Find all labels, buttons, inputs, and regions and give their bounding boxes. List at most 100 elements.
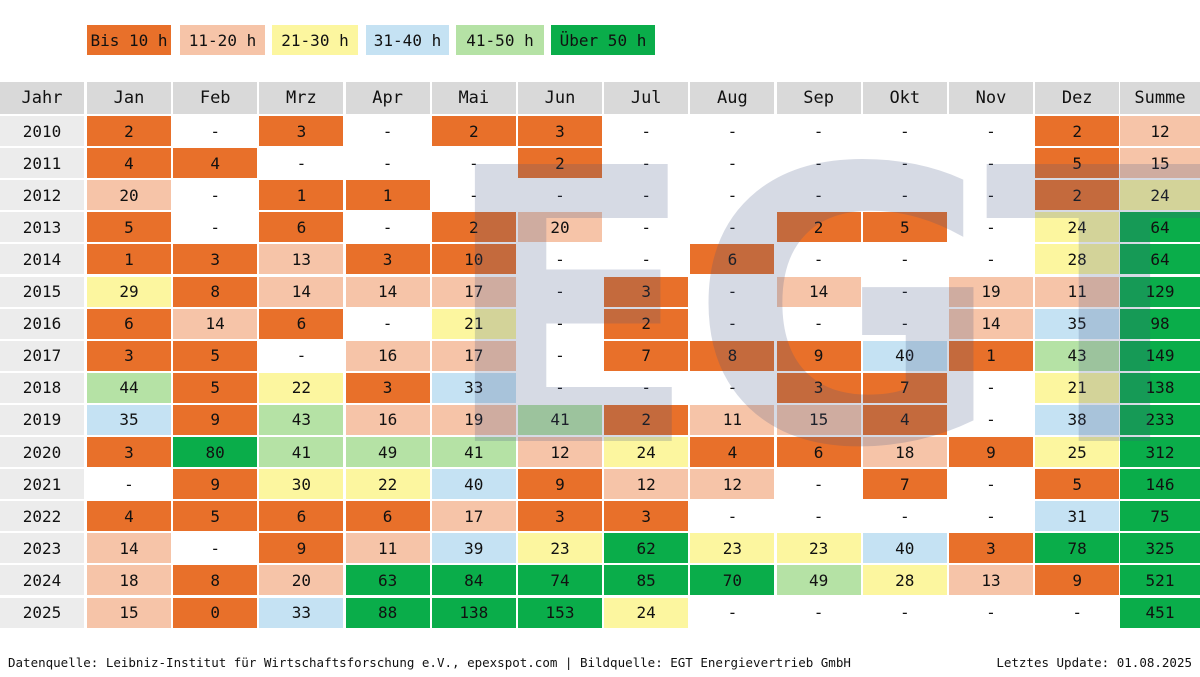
value-cell: -	[862, 276, 947, 307]
value-cell: 49	[345, 437, 430, 467]
legend-item: 21-30 h	[272, 25, 358, 55]
value-cell: -	[949, 180, 1033, 211]
value-cell: 21	[1035, 372, 1120, 403]
value-cell: 6	[259, 308, 344, 339]
value-cell: 43	[1035, 340, 1120, 371]
value-cell: 3	[345, 372, 430, 403]
value-cell: 6	[259, 212, 344, 243]
header-cell: Sep	[776, 82, 861, 114]
value-cell: 2	[604, 404, 689, 435]
value-cell: -	[259, 340, 344, 371]
value-cell: -	[776, 116, 861, 146]
value-cell: -	[949, 469, 1033, 500]
value-cell: -	[776, 308, 861, 339]
header-cell: Summe	[1120, 82, 1200, 114]
value-cell: 9	[518, 469, 602, 500]
value-cell: -	[173, 212, 258, 243]
value-cell: 18	[87, 565, 171, 596]
value-cell: 15	[87, 597, 171, 628]
value-cell: 2	[1035, 180, 1120, 211]
value-cell: -	[259, 148, 344, 179]
value-cell: -	[690, 116, 775, 146]
value-cell: -	[431, 180, 516, 211]
value-cell: 40	[431, 469, 516, 500]
value-cell: 2	[431, 212, 516, 243]
value-cell: 233	[1120, 404, 1200, 435]
value-cell: 43	[259, 404, 344, 435]
value-cell: -	[949, 597, 1033, 628]
value-cell: -	[1035, 597, 1120, 628]
year-cell: 2015	[0, 276, 84, 307]
header-cell: Apr	[345, 82, 430, 114]
value-cell: 4	[87, 148, 171, 179]
value-cell: 64	[1120, 212, 1200, 243]
value-cell: -	[776, 244, 861, 275]
header-cell: Mai	[431, 82, 516, 114]
value-cell: 3	[604, 501, 689, 532]
value-cell: -	[604, 244, 689, 275]
value-cell: 28	[862, 565, 947, 596]
value-cell: -	[518, 340, 602, 371]
value-cell: -	[518, 308, 602, 339]
value-cell: -	[776, 180, 861, 211]
value-cell: 12	[604, 469, 689, 500]
value-cell: 146	[1120, 469, 1200, 500]
value-cell: -	[518, 372, 602, 403]
value-cell: 10	[431, 244, 516, 275]
year-cell: 2021	[0, 469, 84, 500]
value-cell: -	[949, 501, 1033, 532]
year-cell: 2019	[0, 404, 84, 435]
value-cell: 12	[1120, 116, 1200, 146]
value-cell: 25	[1035, 437, 1120, 467]
value-cell: -	[690, 308, 775, 339]
value-cell: 35	[1035, 308, 1120, 339]
value-cell: 3	[345, 244, 430, 275]
value-cell: 5	[173, 372, 258, 403]
value-cell: 3	[518, 116, 602, 146]
value-cell: 5	[862, 212, 947, 243]
value-cell: 38	[1035, 404, 1120, 435]
value-cell: -	[518, 180, 602, 211]
value-cell: 2	[518, 148, 602, 179]
year-cell: 2016	[0, 308, 84, 339]
value-cell: 9	[949, 437, 1033, 467]
value-cell: 14	[87, 533, 171, 564]
value-cell: 11	[1035, 276, 1120, 307]
value-cell: -	[949, 148, 1033, 179]
value-cell: -	[862, 180, 947, 211]
value-cell: 18	[862, 437, 947, 467]
value-cell: 8	[690, 340, 775, 371]
value-cell: 1	[87, 244, 171, 275]
value-cell: 40	[862, 340, 947, 371]
value-cell: 3	[173, 244, 258, 275]
value-cell: 5	[87, 212, 171, 243]
year-cell: 2024	[0, 565, 84, 596]
value-cell: 19	[949, 276, 1033, 307]
value-cell: -	[518, 244, 602, 275]
value-cell: 74	[518, 565, 602, 596]
value-cell: -	[173, 116, 258, 146]
value-cell: -	[949, 116, 1033, 146]
header-cell: Nov	[949, 82, 1033, 114]
value-cell: -	[604, 148, 689, 179]
value-cell: 5	[173, 501, 258, 532]
value-cell: -	[173, 533, 258, 564]
value-cell: 9	[259, 533, 344, 564]
value-cell: 31	[1035, 501, 1120, 532]
value-cell: 325	[1120, 533, 1200, 564]
value-cell: -	[776, 148, 861, 179]
value-cell: 17	[431, 276, 516, 307]
year-cell: 2023	[0, 533, 84, 564]
header-cell: Jan	[87, 82, 171, 114]
value-cell: 9	[173, 404, 258, 435]
legend-item: Bis 10 h	[87, 25, 171, 55]
value-cell: 24	[1035, 212, 1120, 243]
value-cell: 312	[1120, 437, 1200, 467]
value-cell: 20	[87, 180, 171, 211]
value-cell: -	[431, 148, 516, 179]
value-cell: 451	[1120, 597, 1200, 628]
value-cell: 14	[949, 308, 1033, 339]
footer-updated: Letztes Update: 01.08.2025	[996, 655, 1192, 670]
value-cell: 64	[1120, 244, 1200, 275]
footer-source: Datenquelle: Leibniz-Institut für Wirtsc…	[8, 655, 851, 670]
